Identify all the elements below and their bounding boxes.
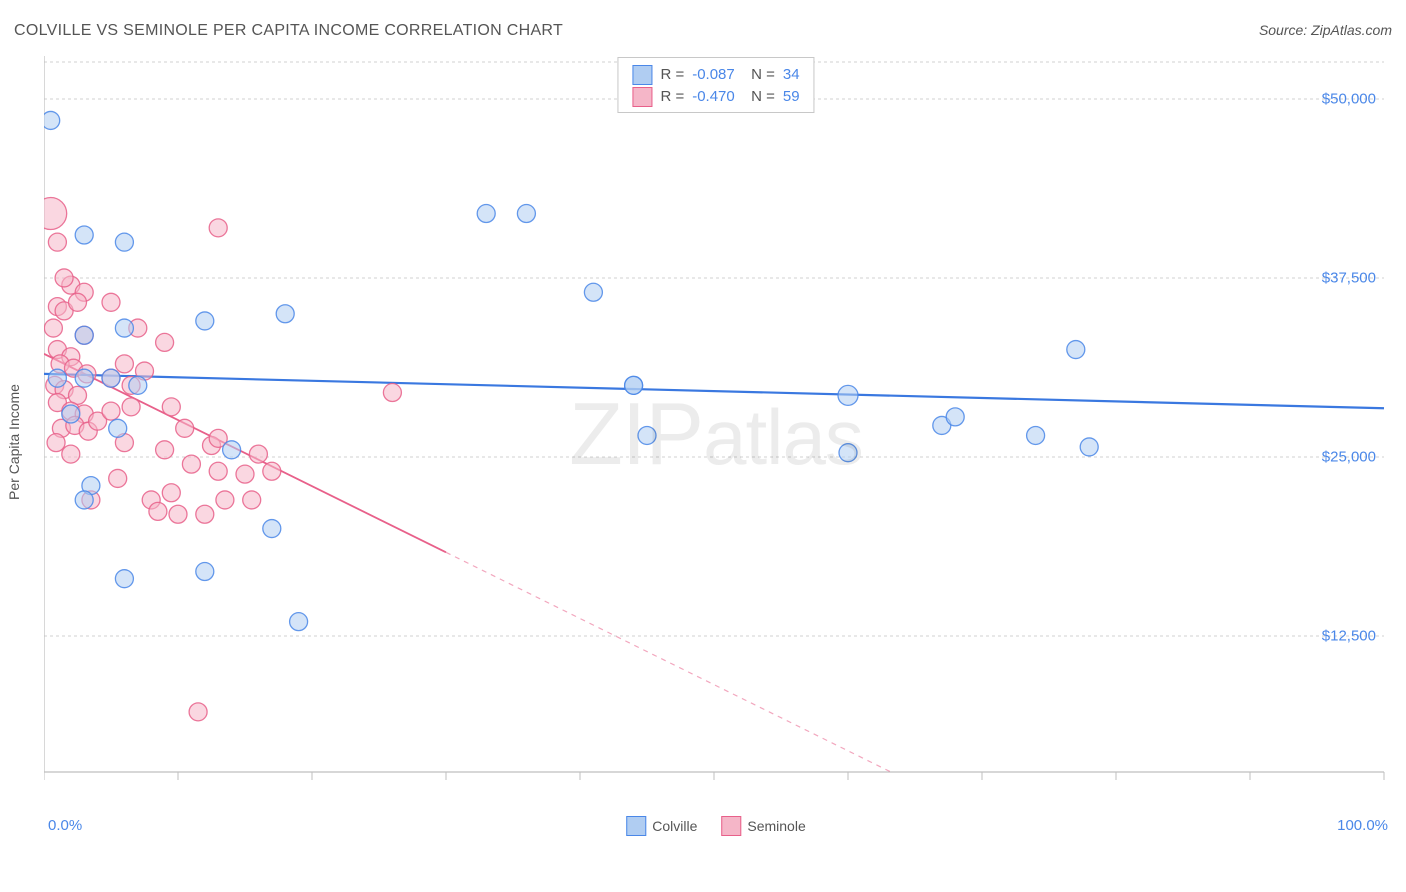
legend-n-label: N = bbox=[743, 86, 775, 108]
chart-title: COLVILLE VS SEMINOLE PER CAPITA INCOME C… bbox=[14, 22, 563, 39]
legend-label: Colville bbox=[652, 818, 697, 834]
legend-r-label: R = bbox=[660, 86, 684, 108]
legend-swatch-colville bbox=[632, 65, 652, 85]
legend-r-value: -0.470 bbox=[692, 86, 735, 108]
legend-swatch-seminole bbox=[632, 87, 652, 107]
y-tick-label: $50,000 bbox=[1322, 90, 1376, 107]
x-axis-min: 0.0% bbox=[48, 817, 82, 834]
chart-source: Source: ZipAtlas.com bbox=[1259, 22, 1392, 38]
legend-swatch-colville bbox=[626, 816, 646, 836]
x-axis-max: 100.0% bbox=[1337, 817, 1388, 834]
y-tick-label: $25,000 bbox=[1322, 448, 1376, 465]
y-axis-label: Per Capita Income bbox=[6, 384, 22, 500]
legend-r-label: R = bbox=[660, 64, 684, 86]
legend-n-value: 34 bbox=[783, 64, 800, 86]
legend-r-value: -0.087 bbox=[692, 64, 735, 86]
y-tick-label: $37,500 bbox=[1322, 269, 1376, 286]
legend-row: R = -0.470 N = 59 bbox=[632, 86, 799, 108]
legend-n-label: N = bbox=[743, 64, 775, 86]
scatter-plot bbox=[44, 52, 1388, 802]
chart-area: Per Capita Income ZIPatlas R = -0.087 N … bbox=[44, 52, 1388, 832]
y-tick-label: $12,500 bbox=[1322, 627, 1376, 644]
series-legend: Colville Seminole bbox=[626, 816, 806, 836]
chart-header: COLVILLE VS SEMINOLE PER CAPITA INCOME C… bbox=[14, 22, 1392, 46]
legend-item-seminole: Seminole bbox=[721, 816, 805, 836]
legend-row: R = -0.087 N = 34 bbox=[632, 64, 799, 86]
legend-item-colville: Colville bbox=[626, 816, 697, 836]
legend-swatch-seminole bbox=[721, 816, 741, 836]
correlation-legend: R = -0.087 N = 34 R = -0.470 N = 59 bbox=[617, 57, 814, 113]
legend-label: Seminole bbox=[747, 818, 805, 834]
legend-n-value: 59 bbox=[783, 86, 800, 108]
